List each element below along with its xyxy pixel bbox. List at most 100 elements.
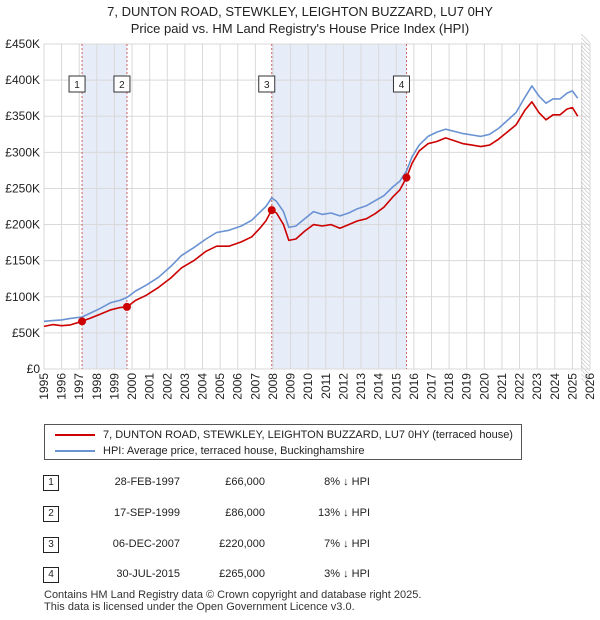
forecast-hatch-line [580, 337, 591, 348]
sale-marker-label: 1 [74, 80, 80, 91]
footer-copyright: Contains HM Land Registry data © Crown c… [44, 589, 422, 601]
forecast-hatch-line [580, 313, 591, 324]
x-tick-label: 2014 [372, 373, 386, 400]
forecast-hatch-line [580, 289, 591, 300]
x-tick-label: 2022 [513, 373, 527, 400]
sale-marker-box [68, 75, 86, 93]
x-tick-label: 2001 [143, 373, 157, 400]
forecast-hatch-line [580, 173, 591, 184]
transaction-hpi-diff: 3% ↓ HPI [324, 568, 370, 580]
transaction-price: £66,000 [225, 476, 265, 488]
x-tick-label: 2003 [178, 373, 192, 400]
transaction-hpi-diff: 13% ↓ HPI [318, 507, 370, 519]
forecast-hatch-line [580, 129, 591, 140]
forecast-hatch-line [580, 273, 591, 284]
forecast-hatch-line [580, 133, 591, 144]
x-tick-label: 2011 [319, 373, 333, 399]
forecast-hatch-line [580, 301, 591, 312]
forecast-hatch-line [580, 269, 591, 280]
forecast-hatch-line [580, 45, 591, 56]
forecast-hatch-line [580, 77, 591, 88]
x-tick-label: 2006 [231, 373, 245, 400]
x-tick-label: 2016 [407, 373, 421, 400]
forecast-hatch-line [580, 229, 591, 240]
forecast-hatch-line [580, 201, 591, 212]
y-tick-label: £450K [5, 37, 40, 51]
forecast-hatch-line [580, 177, 591, 188]
forecast-hatch-line [580, 109, 591, 120]
forecast-hatch-line [580, 85, 591, 96]
legend-label-hpi: HPI: Average price, terraced house, Buck… [103, 445, 365, 457]
forecast-hatch-line [580, 377, 591, 388]
y-tick-label: £50K [12, 326, 40, 340]
hpi-line [43, 85, 579, 323]
x-tick-label: 2005 [213, 373, 227, 400]
sale-point [267, 206, 276, 215]
forecast-hatch-line [580, 345, 591, 356]
x-tick-label: 2000 [125, 373, 139, 400]
x-tick-label: 1995 [37, 373, 51, 400]
sale-marker-label: 3 [264, 80, 270, 91]
forecast-hatch-line [580, 217, 591, 228]
legend-item-property: 7, DUNTON ROAD, STEWKLEY, LEIGHTON BUZZA… [55, 427, 513, 443]
forecast-hatch-line [580, 293, 591, 304]
forecast-hatch-line [580, 353, 591, 364]
transaction-hpi-diff: 7% ↓ HPI [324, 538, 370, 550]
x-tick-label: 1999 [107, 373, 121, 400]
transaction-number: 4 [43, 567, 59, 583]
y-tick-label: £0 [27, 362, 41, 376]
forecast-hatch-line [580, 169, 591, 180]
forecast-hatch-line [580, 89, 591, 100]
transaction-hpi-diff: 8% ↓ HPI [324, 476, 370, 488]
forecast-hatch-line [580, 373, 591, 384]
transaction-number: 3 [43, 537, 59, 553]
forecast-hatch-line [580, 329, 591, 340]
x-tick-label: 2008 [266, 373, 280, 400]
forecast-hatch-line [580, 305, 591, 316]
forecast-hatch-line [580, 125, 591, 136]
forecast-hatch-line [580, 69, 591, 80]
forecast-hatch-line [580, 101, 591, 112]
forecast-hatch-line [580, 113, 591, 124]
forecast-hatch-line [580, 161, 591, 172]
y-tick-label: £400K [5, 73, 40, 87]
transaction-date: 28-FEB-1997 [114, 476, 180, 488]
forecast-hatch-line [580, 197, 591, 208]
forecast-hatch-line [580, 65, 591, 76]
forecast-hatch-line [580, 321, 591, 332]
y-tick-label: £300K [5, 145, 40, 159]
x-tick-label: 2024 [548, 373, 562, 400]
forecast-hatch-line [580, 357, 591, 368]
x-tick-label: 2025 [565, 373, 579, 400]
sale-marker-box [258, 75, 276, 93]
footer: Contains HM Land Registry data © Crown c… [44, 589, 421, 613]
transaction-price: £265,000 [219, 568, 265, 580]
x-tick-label: 2013 [354, 373, 368, 400]
sale-marker-label: 2 [119, 80, 125, 91]
forecast-hatch-line [580, 209, 591, 220]
sale-point [402, 173, 411, 182]
forecast-hatch-line [580, 257, 591, 268]
forecast-hatch-line [580, 333, 591, 344]
transaction-row: 3 06-DEC-2007 £220,000 7% ↓ HPI [0, 537, 600, 557]
property-price-line [43, 101, 579, 328]
forecast-hatch-line [580, 149, 591, 160]
forecast-hatch-line [580, 233, 591, 244]
legend-label-property: 7, DUNTON ROAD, STEWKLEY, LEIGHTON BUZZA… [103, 429, 513, 441]
x-tick-label: 2004 [196, 373, 210, 400]
forecast-hatch-line [580, 281, 591, 292]
title-line-2: Price paid vs. HM Land Registry's House … [130, 21, 470, 36]
x-tick-label: 1997 [72, 373, 86, 400]
forecast-hatch-line [580, 157, 591, 168]
forecast-hatch-line [580, 237, 591, 248]
x-tick-label: 2021 [495, 373, 509, 400]
forecast-hatch-line [580, 253, 591, 264]
forecast-hatch-line [580, 245, 591, 256]
x-tick-label: 2017 [424, 373, 438, 400]
transaction-row: 2 17-SEP-1999 £86,000 13% ↓ HPI [0, 506, 600, 526]
y-tick-label: £250K [5, 181, 40, 195]
forecast-hatch-line [580, 57, 591, 68]
transaction-date: 06-DEC-2007 [112, 538, 180, 550]
price-chart: £0 £50K £100K £150K £200K £250K £300K £350K £400… [5, 33, 597, 400]
forecast-hatch-line [580, 221, 591, 232]
